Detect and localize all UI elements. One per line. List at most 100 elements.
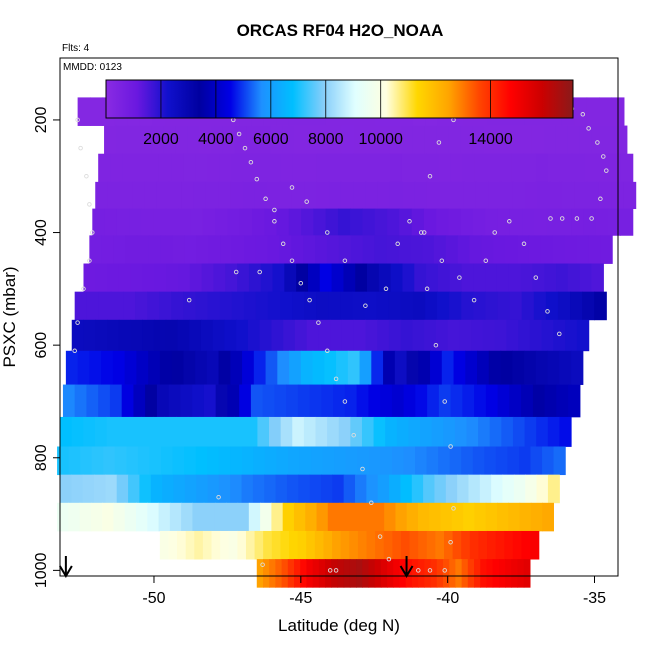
heatmap-cell [241, 474, 254, 504]
arrow-head [59, 565, 73, 578]
heatmap-cell [168, 384, 182, 418]
heatmap-cell [365, 125, 378, 155]
heatmap-cell [513, 474, 526, 504]
heatmap-cell [343, 559, 351, 588]
heatmap-cell [255, 291, 269, 321]
heatmap-cell [127, 125, 141, 155]
heatmap-cell [207, 446, 220, 476]
heatmap-cell [312, 350, 325, 385]
heatmap-cell [171, 153, 184, 183]
heatmap-cell [304, 153, 318, 183]
colorbar-tick-label: 6000 [253, 131, 289, 148]
heatmap-cell [384, 502, 397, 532]
heatmap-cell [124, 350, 137, 385]
heatmap-cell [71, 416, 84, 447]
heatmap-cell [341, 125, 355, 155]
heatmap-cell [401, 153, 415, 183]
heatmap-cell [145, 384, 158, 418]
heatmap-cell [328, 181, 342, 210]
heatmap-cell [253, 350, 267, 385]
heatmap-cell [522, 208, 536, 236]
heatmap-cell [430, 559, 438, 588]
heatmap-cell [403, 446, 416, 476]
heatmap-cell [595, 208, 609, 236]
heatmap-cell [107, 263, 120, 293]
track-point [333, 568, 339, 573]
heatmap-cell [494, 319, 507, 352]
heatmap-cell [254, 530, 264, 560]
heatmap-cell [77, 350, 90, 385]
heatmap-cell [505, 559, 512, 588]
heatmap-cell [214, 502, 227, 532]
heatmap-cell [442, 559, 450, 588]
heatmap-cell [449, 263, 463, 293]
heatmap-cell [386, 235, 399, 264]
track-point [280, 241, 286, 247]
heatmap-cell [207, 474, 220, 504]
heatmap-cell [237, 263, 250, 293]
heatmap-cell [304, 181, 317, 210]
heatmap-cell [126, 446, 139, 476]
heatmap-cell [418, 502, 430, 532]
heatmap-cell [491, 474, 504, 504]
heatmap-cell [445, 235, 459, 264]
heatmap-cell [165, 319, 179, 352]
track-point [521, 241, 527, 247]
heatmap-cell [213, 263, 226, 293]
heatmap-cell [269, 416, 282, 447]
heatmap-cell [327, 416, 340, 447]
heatmap-cell [598, 181, 612, 210]
heatmap-cell [289, 350, 302, 385]
heatmap-cell [591, 125, 604, 155]
heatmap-cell [132, 181, 145, 210]
heatmap-cell [71, 474, 84, 504]
heatmap-cell [481, 235, 494, 264]
heatmap-cell [98, 384, 111, 418]
heatmap-cell [345, 446, 358, 476]
track-point [386, 556, 392, 562]
heatmap-cell [228, 530, 238, 560]
heatmap-cell [171, 291, 185, 321]
heatmap-cell [497, 208, 511, 236]
heatmap-cell [234, 416, 247, 447]
heatmap-cell [195, 291, 209, 321]
heatmap-cell [159, 530, 170, 560]
track-point [424, 286, 430, 292]
heatmap-cell [393, 559, 401, 588]
heatmap-cell [226, 502, 239, 532]
heatmap-cell [344, 384, 358, 418]
heatmap-cell [275, 559, 283, 588]
track-point [421, 230, 427, 235]
heatmap-cell [218, 446, 231, 476]
heatmap-cell [423, 208, 437, 236]
y-tick-label: 1000 [33, 552, 50, 588]
heatmap-cell [276, 208, 290, 236]
heatmap-cell [525, 181, 538, 210]
takeoff-landing-arrows [59, 556, 414, 578]
heatmap-cell [149, 446, 162, 476]
heatmap-cell [439, 181, 452, 210]
heatmap-cell [448, 208, 462, 236]
track-point [78, 145, 83, 151]
heatmap-cell [409, 530, 419, 560]
heatmap-cell [258, 125, 271, 155]
heatmap-cell [74, 291, 88, 321]
heatmap-cell [141, 416, 154, 447]
heatmap-cell [178, 208, 192, 236]
heatmap-cell [570, 291, 583, 321]
track-point [427, 173, 433, 179]
heatmap-cell [297, 384, 311, 418]
heatmap-cell [256, 153, 269, 183]
heatmap-cell [259, 319, 273, 352]
heatmap-cell [116, 208, 130, 236]
x-tick-label: -50 [142, 590, 165, 607]
track-point [439, 258, 445, 263]
heatmap-cell [366, 530, 376, 560]
heatmap-cell [316, 153, 330, 183]
heatmap-cell [485, 291, 499, 321]
heatmap-cell [207, 291, 221, 321]
x-tick-label: -35 [583, 590, 606, 607]
heatmap-cell [71, 319, 85, 352]
heatmap-cell [154, 263, 167, 293]
heatmap-cell [148, 235, 162, 264]
